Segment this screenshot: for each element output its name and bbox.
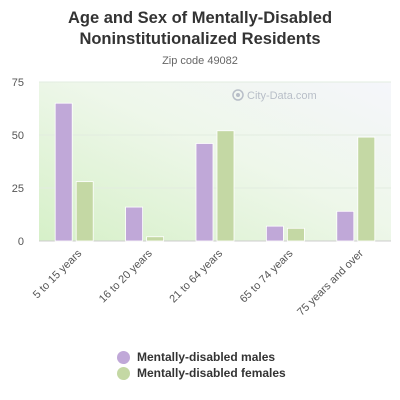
bar-males	[336, 210, 355, 242]
legend-label-males: Mentally-disabled males	[137, 350, 276, 364]
watermark-text: City-Data.com	[247, 90, 317, 102]
x-tick-label: 65 to 74 years	[238, 247, 296, 305]
bar-females	[75, 181, 94, 242]
y-tick-label: 0	[18, 236, 24, 248]
bar-females	[286, 227, 305, 242]
legend-swatch-males	[117, 350, 130, 364]
x-tick-label: 5 to 15 years	[31, 247, 85, 301]
bar-males	[195, 143, 214, 242]
bars	[54, 102, 376, 242]
legend-swatch-females	[117, 366, 130, 380]
y-axis: 0 25 50 75	[12, 77, 391, 248]
x-tick-label: 21 to 64 years	[167, 247, 225, 305]
gridlines	[39, 81, 391, 189]
chart-title: Age and Sex of Mentally-Disabled Noninst…	[67, 9, 333, 48]
x-tick-label: 75 years and over	[295, 247, 366, 318]
watermark: City-Data.com	[232, 89, 317, 102]
y-tick-label: 25	[12, 183, 24, 195]
y-tick-label: 75	[12, 77, 24, 89]
bar-females	[357, 136, 376, 242]
legend: Mentally-disabled males Mentally-disable…	[117, 349, 286, 381]
bar-males	[125, 206, 143, 242]
chart-subtitle: Zip code 49082	[162, 55, 238, 67]
y-tick-label: 50	[12, 130, 24, 142]
bar-males	[54, 102, 73, 242]
plot-background	[39, 82, 391, 241]
x-axis: 5 to 15 years 16 to 20 years 21 to 64 year…	[31, 247, 366, 318]
legend-item-females: Mentally-disabled females	[117, 365, 286, 381]
legend-label-females: Mentally-disabled females	[137, 366, 286, 380]
bar-females	[216, 130, 235, 242]
x-tick-label: 16 to 20 years	[97, 247, 155, 305]
bar-males	[265, 225, 284, 242]
legend-item-males: Mentally-disabled males	[117, 349, 286, 365]
bar-females	[146, 236, 165, 242]
